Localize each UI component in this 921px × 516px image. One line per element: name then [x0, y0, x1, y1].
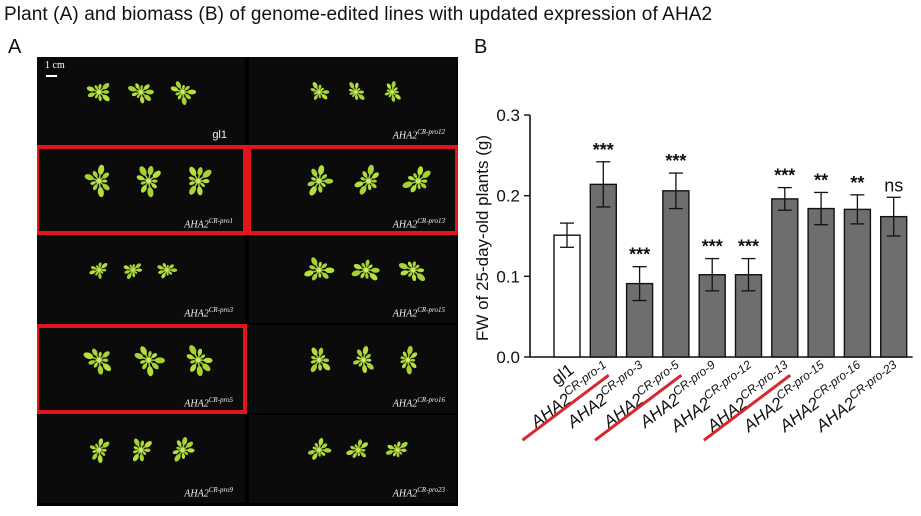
plant-line-allele: CR-pro16 [417, 395, 445, 404]
plant-line-label: AHA2CR-pro1 [184, 217, 233, 230]
plant-line-allele: CR-pro23 [417, 485, 445, 494]
plant-line-label: AHA2CR-pro15 [393, 306, 445, 319]
plant-photo-tile: AHA2CR-pro13 [249, 146, 457, 234]
significance-label: ** [850, 173, 864, 193]
plant-rosettes [307, 438, 408, 460]
plant-rosettes [310, 345, 418, 375]
plant-line-label: AHA2CR-pro12 [393, 128, 445, 141]
label-strike-group [703, 374, 792, 442]
plant-line-allele: CR-pro9 [208, 485, 233, 494]
plant-line-name: AHA2 [392, 130, 418, 141]
bar [589, 183, 617, 358]
plant-rosettes [83, 345, 213, 377]
significance-label: *** [593, 140, 614, 160]
panel-b-letter: B [474, 36, 488, 58]
plant-rosettes [310, 81, 401, 102]
plant-line-allele: CR-pro5 [208, 395, 233, 404]
plant-line-name: AHA2 [184, 398, 209, 409]
plant-line-name: AHA2 [184, 219, 209, 230]
plant-rosettes [89, 262, 178, 280]
label-strike-group [594, 374, 683, 442]
significance-label: *** [702, 237, 723, 257]
plant-photo-tile: gl1 1 cm [37, 57, 245, 145]
panel-a-letter: A [8, 36, 22, 58]
plant-line-name: AHA2 [184, 488, 209, 499]
plant-line-name: AHA2 [392, 488, 418, 499]
plant-line-name: gl1 [212, 129, 227, 141]
plant-rosettes [307, 164, 431, 196]
label-strike-line [594, 374, 683, 442]
bar [880, 215, 908, 358]
y-tick-label: 0.0 [496, 348, 520, 367]
plant-line-allele: CR-pro15 [417, 305, 445, 314]
y-axis-label: FW of 25-day-old plants (g) [473, 135, 492, 341]
bar [771, 198, 799, 358]
bar [553, 234, 581, 358]
plant-photo-tile: AHA2CR-pro3 [37, 235, 245, 323]
label-strike-group [521, 374, 610, 442]
plant-rosettes [304, 257, 426, 282]
plant-line-label: AHA2CR-pro16 [393, 396, 445, 409]
plant-photo-tile: AHA2CR-pro16 [249, 325, 457, 413]
plant-line-label: AHA2CR-pro9 [184, 486, 233, 499]
significance-label: *** [665, 151, 686, 171]
bar [662, 190, 690, 358]
plant-photo-tile: AHA2CR-pro1 [37, 146, 245, 234]
plant-photo-tile: AHA2CR-pro5 [37, 325, 245, 413]
plant-rosettes [86, 81, 197, 106]
label-strike-line [521, 374, 610, 442]
page-title: Plant (A) and biomass (B) of genome-edit… [4, 4, 713, 25]
plant-line-label: AHA2CR-pro3 [184, 306, 233, 319]
plant-line-name: AHA2 [392, 308, 418, 319]
plant-line-label: AHA2CR-pro13 [393, 217, 445, 230]
significance-label: *** [738, 237, 759, 257]
y-tick-label: 0.2 [496, 187, 520, 206]
label-strike-line [703, 374, 792, 442]
bar [807, 207, 835, 358]
plant-rosettes [84, 164, 212, 198]
plant-line-allele: CR-pro13 [417, 216, 445, 225]
scale-bar-label: 1 cm [45, 60, 65, 71]
plant-line-name: AHA2 [392, 398, 418, 409]
plant-line-name: AHA2 [184, 308, 209, 319]
plant-photo-tile: AHA2CR-pro9 [37, 415, 245, 503]
y-tick-label: 0.3 [496, 106, 520, 125]
plant-line-allele: CR-pro3 [208, 305, 233, 314]
significance-label: ** [814, 170, 828, 190]
plant-photo-tile: AHA2CR-pro15 [249, 235, 457, 323]
scale-bar [46, 75, 57, 77]
significance-label: *** [774, 166, 795, 186]
plant-line-label: AHA2CR-pro5 [184, 396, 233, 409]
bar [843, 208, 872, 358]
significance-label: ns [884, 175, 903, 195]
plant-line-allele: CR-pro12 [417, 127, 445, 136]
plant-line-name: AHA2 [392, 219, 418, 230]
plant-photo-tile: AHA2CR-pro23 [249, 415, 457, 503]
plant-photo-tile: AHA2CR-pro12 [249, 57, 457, 145]
plant-line-label: gl1 [212, 129, 227, 141]
plant-line-label: AHA2CR-pro23 [393, 486, 445, 499]
significance-label: *** [629, 245, 650, 265]
plant-line-allele: CR-pro1 [208, 216, 233, 225]
plant-photo-panel: gl1 1 cm AHA2CR-pro12 AHA2CR-pro1 AHA2CR-pro… [37, 57, 458, 506]
plant-rosettes [89, 436, 195, 464]
bar [734, 274, 763, 358]
y-tick-label: 0.1 [496, 267, 520, 286]
